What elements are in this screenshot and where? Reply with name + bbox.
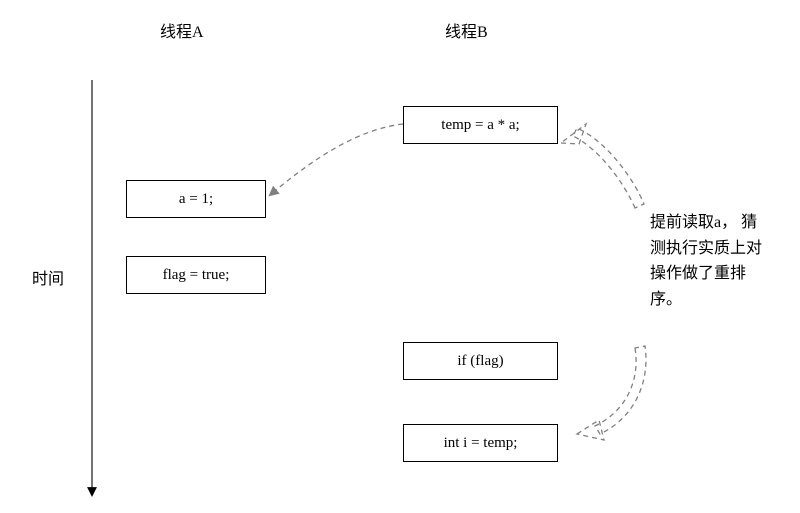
box-a2-text: flag = true;: [163, 267, 230, 284]
dashed-curve-b1-to-a1: [270, 124, 403, 195]
box-b3-text: int i = temp;: [444, 435, 518, 452]
time-axis-label: 时间: [32, 265, 64, 289]
box-b3-int-i: int i = temp;: [403, 424, 558, 462]
hollow-arrow-top-body: [573, 128, 644, 208]
box-a2-flag-assign: flag = true;: [126, 256, 266, 294]
box-b1-text: temp = a * a;: [441, 117, 519, 134]
thread-b-header: 线程B: [445, 18, 488, 42]
hollow-arrow-bottom-body: [595, 346, 646, 434]
box-a1-text: a = 1;: [179, 191, 213, 208]
box-a1-a-assign: a = 1;: [126, 180, 266, 218]
box-b2-if-flag: if (flag): [403, 342, 558, 380]
hollow-arrow-bottom-head: [577, 420, 604, 440]
reorder-note: 提前读取a， 猜测执行实质上对操作做了重排序。: [650, 210, 770, 312]
box-b2-text: if (flag): [457, 353, 503, 370]
box-b1-temp-assign: temp = a * a;: [403, 106, 558, 144]
hollow-arrow-top-head: [561, 124, 586, 144]
thread-a-header: 线程A: [160, 18, 204, 42]
